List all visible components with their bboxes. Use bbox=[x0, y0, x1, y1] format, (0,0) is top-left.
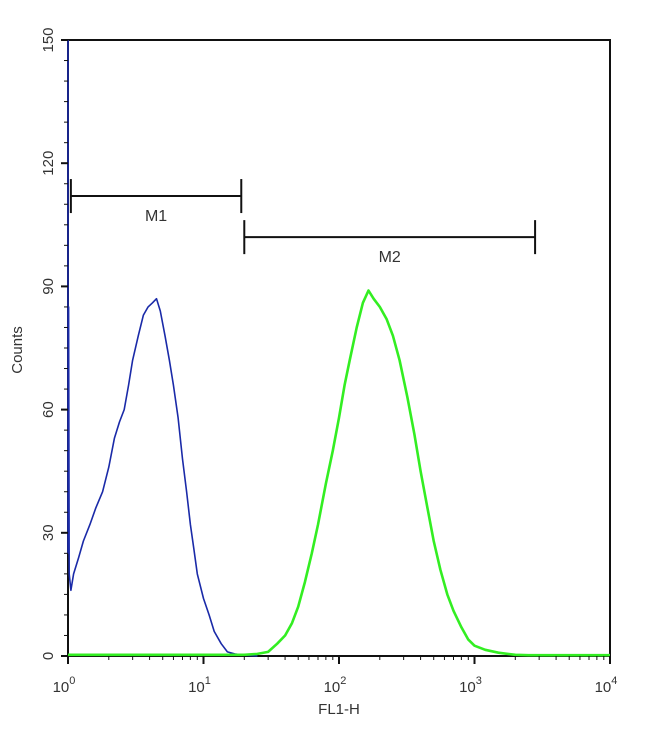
gate-label: M1 bbox=[145, 208, 167, 225]
x-tick-exponent: 4 bbox=[611, 675, 617, 687]
x-tick-base: 10 bbox=[188, 679, 205, 696]
x-tick-label: 102 bbox=[324, 675, 347, 696]
x-tick-base: 10 bbox=[459, 679, 476, 696]
x-tick-label: 103 bbox=[459, 675, 482, 696]
y-tick-label: 150 bbox=[40, 27, 57, 52]
x-tick-label: 101 bbox=[188, 675, 211, 696]
x-tick-label: 100 bbox=[53, 675, 76, 696]
x-ticks: 100 101 102 103 104 bbox=[53, 656, 618, 696]
gate-m2: M2 bbox=[243, 220, 537, 266]
y-tick-label: 0 bbox=[40, 652, 57, 660]
histogram-series-2 bbox=[68, 289, 610, 657]
histogram-series-1 bbox=[67, 40, 258, 657]
plot-frame bbox=[67, 39, 611, 657]
x-tick-label: 104 bbox=[595, 675, 618, 696]
x-tick-base: 10 bbox=[595, 679, 612, 696]
x-tick-base: 10 bbox=[53, 679, 70, 696]
gates-layer: M1 M2 bbox=[69, 179, 537, 266]
y-axis-label: Counts bbox=[9, 326, 26, 374]
series-layer bbox=[67, 40, 610, 657]
x-tick-exponent: 3 bbox=[476, 675, 482, 687]
y-tick-label: 30 bbox=[40, 524, 57, 541]
gate-label: M2 bbox=[379, 249, 401, 266]
y-tick-label: 90 bbox=[40, 278, 57, 295]
x-tick-exponent: 1 bbox=[205, 675, 211, 687]
x-tick-base: 10 bbox=[324, 679, 341, 696]
x-tick-exponent: 0 bbox=[69, 675, 75, 687]
y-tick-label: 120 bbox=[40, 151, 57, 176]
y-tick-label: 60 bbox=[40, 401, 57, 418]
y-ticks: 0 30 60 90 120 150 bbox=[40, 27, 68, 660]
x-axis-label: FL1-H bbox=[318, 701, 360, 718]
x-tick-exponent: 2 bbox=[340, 675, 346, 687]
gate-m1: M1 bbox=[69, 179, 243, 225]
